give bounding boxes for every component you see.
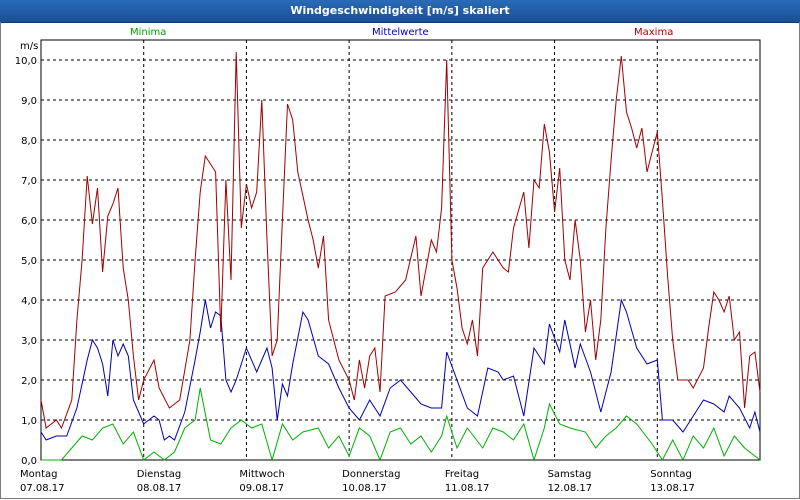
x-tick-date: 10.08.17 (342, 483, 387, 494)
series-line-mean (40, 298, 761, 441)
x-tick-date: 08.08.17 (137, 483, 182, 494)
y-tick-label: 5,0 (21, 256, 37, 267)
x-tick-weekday: Dienstag (137, 469, 182, 480)
x-tick-weekday: Donnerstag (342, 469, 400, 480)
x-tick-weekday: Mittwoch (239, 469, 284, 480)
legend-mittelwerte: Mittelwerte (372, 27, 429, 38)
window-title: Windgeschwindigkeit [m/s] skaliert (0, 0, 800, 23)
x-tick-weekday: Sonntag (650, 469, 692, 480)
x-tick-weekday: Samstag (548, 469, 592, 480)
y-tick-label: 6,0 (21, 216, 37, 227)
y-tick-label: 8,0 (21, 136, 37, 147)
x-tick-weekday: Montag (20, 469, 57, 480)
y-tick-label: 3,0 (21, 336, 37, 347)
x-tick-date: 09.08.17 (239, 483, 284, 494)
x-tick-date: 11.08.17 (445, 483, 490, 494)
x-tick-date: 13.08.17 (650, 483, 695, 494)
x-tick-date: 07.08.17 (20, 483, 65, 494)
series-line-max (40, 51, 761, 430)
y-tick-label: 1,0 (21, 416, 37, 427)
y-axis-unit: m/s (20, 41, 39, 52)
x-tick-date: 12.08.17 (548, 483, 593, 494)
wind-speed-chart: 0,0 1,0 2,0 3,0 4,0 5,0 6,0 7,0 8,0 9,0 10,0 Montag… (15, 39, 761, 494)
y-tick-label: 9,0 (21, 96, 37, 107)
y-tick-label: 2,0 (21, 376, 37, 387)
y-tick-label: 4,0 (21, 296, 37, 307)
plot-area (40, 39, 761, 461)
legend-minima: Minima (130, 27, 167, 38)
y-tick-label: 10,0 (15, 56, 37, 67)
x-tick-weekday: Freitag (445, 469, 479, 480)
series-line-min (41, 387, 761, 462)
y-tick-label: 7,0 (21, 176, 37, 187)
legend-maxima: Maxima (634, 27, 674, 38)
y-tick-label: 0,0 (21, 456, 37, 467)
